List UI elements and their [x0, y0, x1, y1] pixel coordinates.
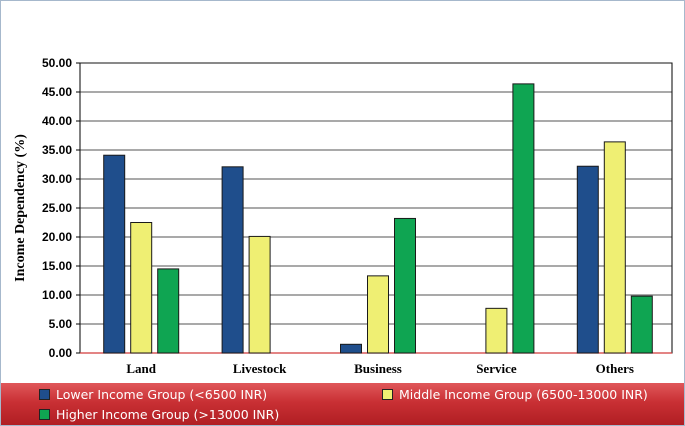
legend-item-lower: Lower Income Group (<6500 INR)	[39, 387, 267, 402]
legend-item-middle: Middle Income Group (6500-13000 INR)	[382, 387, 648, 402]
legend-swatch-lower	[39, 389, 50, 400]
bar	[485, 307, 508, 354]
y-axis-title: Income Dependency (%)	[13, 134, 28, 282]
x-tick-label: Land	[126, 361, 156, 376]
legend-label-higher: Higher Income Group (>13000 INR)	[56, 407, 280, 422]
x-tick-label: Service	[476, 361, 517, 376]
y-tick-label: 30.00	[42, 172, 72, 186]
y-tick-label: 5.00	[49, 317, 73, 331]
x-tick-label: Livestock	[233, 361, 287, 376]
y-tick-label: 45.00	[42, 85, 72, 99]
bar	[130, 222, 153, 354]
bar	[103, 154, 126, 354]
legend-swatch-higher	[39, 409, 50, 420]
y-tick-label: 20.00	[42, 230, 72, 244]
x-tick-label: Business	[354, 361, 402, 376]
bar	[157, 268, 180, 354]
y-tick-label: 25.00	[42, 201, 72, 215]
bar	[248, 235, 271, 354]
y-tick-label: 40.00	[42, 114, 72, 128]
legend-swatch-middle	[382, 389, 393, 400]
bar	[394, 217, 416, 354]
bar-chart: 0.00 5.00 10.00 15.00 20.00 25.00 30.00 35.00 40…	[13, 56, 673, 376]
x-tick-label: Others	[596, 361, 634, 376]
y-tick-label: 15.00	[42, 259, 72, 273]
y-tick-label: 0.00	[49, 346, 73, 360]
bar	[367, 275, 389, 354]
y-tick-label: 10.00	[42, 288, 72, 302]
bar	[630, 295, 653, 354]
legend-item-higher: Higher Income Group (>13000 INR)	[39, 407, 279, 422]
bar	[603, 141, 626, 354]
bar	[221, 166, 244, 354]
legend-label-lower: Lower Income Group (<6500 INR)	[56, 387, 268, 402]
bar	[340, 343, 362, 354]
y-tick-label: 35.00	[42, 143, 72, 157]
legend: Lower Income Group (<6500 INR) Middle In…	[1, 383, 684, 425]
bar	[576, 165, 599, 354]
legend-label-middle: Middle Income Group (6500-13000 INR)	[399, 387, 648, 402]
bar	[512, 83, 535, 354]
y-tick-label: 50.00	[42, 56, 72, 70]
